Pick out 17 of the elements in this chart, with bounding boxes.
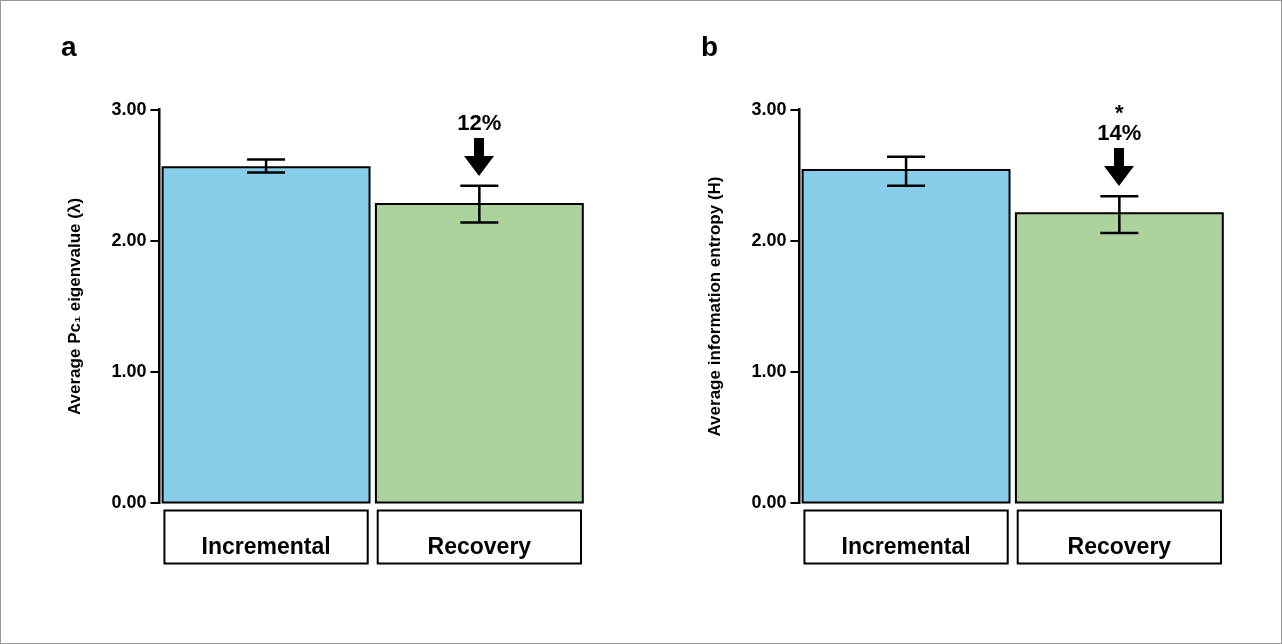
y-tick-label: 0.00	[111, 492, 147, 513]
y-axis-title: Average information entropy (H)	[704, 176, 724, 437]
chart-title: b	[701, 30, 719, 62]
annotation: 12%	[457, 109, 502, 135]
y-tick-label: 1.00	[111, 361, 147, 382]
y-tick-label: 3.00	[751, 98, 787, 119]
y-axis-title: Average Pc₁ eigenvalue (λ)	[64, 197, 84, 416]
chart-title: a	[61, 30, 77, 62]
y-tick-label: 2.00	[751, 229, 787, 250]
x-tick-label: Incremental	[841, 532, 971, 559]
y-tick-label: 0.00	[751, 492, 787, 513]
y-tick-label: 3.00	[111, 98, 147, 119]
x-tick-label: Recovery	[1067, 532, 1172, 559]
y-tick-label: 2.00	[111, 229, 147, 250]
x-tick-label: Recovery	[427, 532, 532, 559]
x-tick-label: Incremental	[201, 532, 331, 559]
y-tick-label: 1.00	[751, 361, 787, 382]
